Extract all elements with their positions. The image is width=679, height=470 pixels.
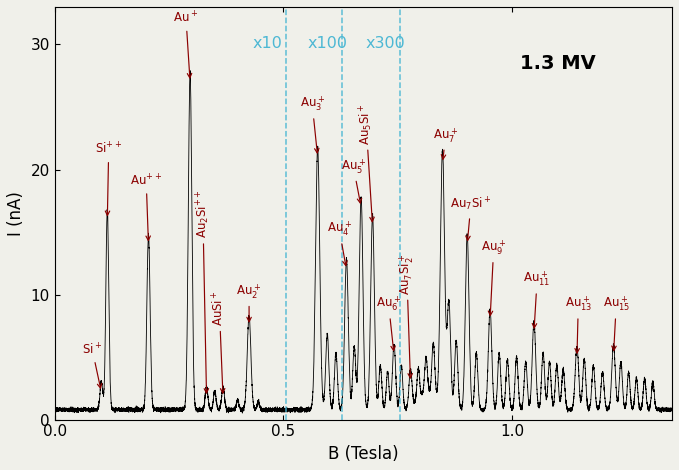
Text: x10: x10 <box>253 36 282 51</box>
X-axis label: B (Tesla): B (Tesla) <box>328 445 399 463</box>
Text: Au$_2^+$: Au$_2^+$ <box>236 282 261 322</box>
Text: Au$_6^+$: Au$_6^+$ <box>376 295 401 351</box>
Text: Au$^+$: Au$^+$ <box>173 10 198 78</box>
Y-axis label: I (nA): I (nA) <box>7 191 25 236</box>
Text: x300: x300 <box>365 36 405 51</box>
Text: Au$_5^+$: Au$_5^+$ <box>341 157 366 203</box>
Text: Au$_{11}^+$: Au$_{11}^+$ <box>524 269 551 328</box>
Text: Au$_2$Si$^{++}$: Au$_2$Si$^{++}$ <box>194 190 212 393</box>
Text: Au$_{13}^+$: Au$_{13}^+$ <box>565 295 592 353</box>
Text: Si$^+$: Si$^+$ <box>82 342 103 388</box>
Text: Si$^{++}$: Si$^{++}$ <box>95 142 122 215</box>
Text: Au$_7$Si$_2^+$: Au$_7$Si$_2^+$ <box>397 253 416 378</box>
Text: Au$_{15}^+$: Au$_{15}^+$ <box>602 295 630 351</box>
Text: Au$_7^+$: Au$_7^+$ <box>433 125 458 159</box>
Text: Au$_4^+$: Au$_4^+$ <box>327 219 352 266</box>
Text: 1.3 MV: 1.3 MV <box>520 54 595 73</box>
Text: Au$_9^+$: Au$_9^+$ <box>481 238 507 315</box>
Text: AuSi$^+$: AuSi$^+$ <box>212 290 227 393</box>
Text: Au$_3^+$: Au$_3^+$ <box>299 94 325 153</box>
Text: Au$_5$Si$^+$: Au$_5$Si$^+$ <box>357 103 375 222</box>
Text: Au$_7$Si$^+$: Au$_7$Si$^+$ <box>450 196 492 241</box>
Text: Au$^{++}$: Au$^{++}$ <box>130 173 162 241</box>
Text: x100: x100 <box>308 36 348 51</box>
